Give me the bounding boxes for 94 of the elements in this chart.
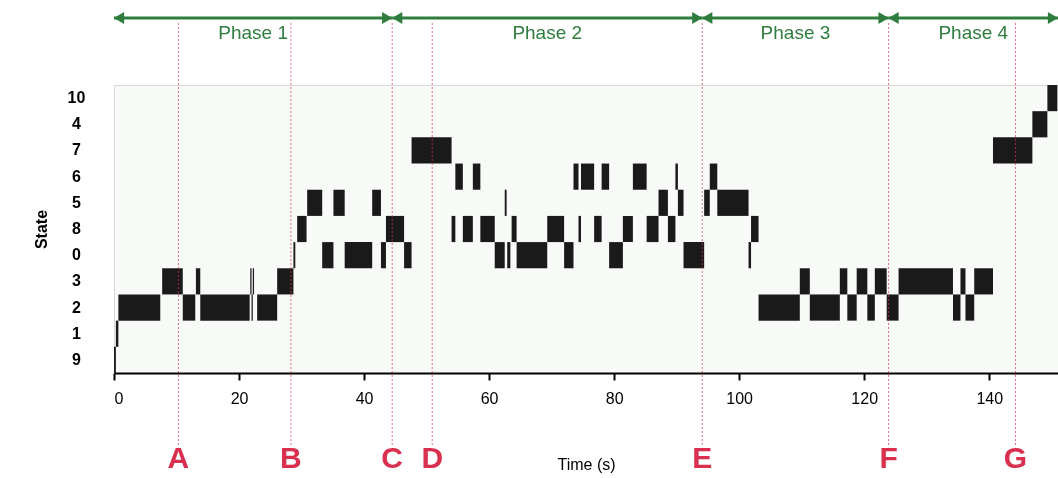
bar	[578, 215, 581, 243]
bar	[404, 242, 412, 269]
x-tick-label: 0	[114, 389, 124, 407]
bar	[411, 137, 452, 164]
x-tick-label: 80	[605, 389, 624, 407]
x-tick-label: 120	[851, 389, 879, 407]
y-tick-label: 10	[67, 89, 86, 107]
bar	[709, 163, 718, 190]
bar	[472, 163, 481, 190]
ref-line-label: D	[421, 441, 444, 474]
bar	[257, 294, 278, 321]
y-tick-label: 2	[72, 298, 82, 316]
y-tick-label: 7	[72, 141, 82, 159]
bar	[809, 294, 840, 321]
bar	[200, 294, 250, 321]
y-tick-label: 5	[72, 193, 82, 211]
bar	[195, 268, 201, 295]
y-axis-title: State	[32, 209, 50, 250]
bar	[182, 294, 196, 321]
bar	[516, 242, 548, 269]
bar	[717, 189, 749, 216]
band-label: Phase 4	[938, 22, 1009, 43]
bar	[564, 242, 574, 269]
bar	[547, 215, 565, 243]
y-tick-label: 9	[72, 350, 82, 368]
bar	[856, 268, 868, 295]
bar	[952, 294, 961, 321]
bar	[480, 215, 495, 243]
ref-line-label: C	[381, 441, 404, 474]
bar	[455, 163, 463, 190]
bar	[960, 268, 966, 295]
bar	[704, 189, 710, 216]
bar	[372, 189, 381, 216]
x-tick-label: 60	[480, 389, 499, 407]
y-tick-label: 6	[72, 167, 82, 185]
bar	[799, 268, 810, 295]
ref-line-label: E	[692, 441, 713, 474]
bar	[874, 268, 887, 295]
bar	[992, 137, 1033, 164]
bar	[162, 268, 183, 295]
bar	[974, 268, 993, 295]
bar	[751, 215, 759, 243]
bar	[333, 189, 345, 216]
y-tick-label: 8	[72, 220, 82, 237]
bar	[118, 294, 161, 321]
bar	[609, 242, 623, 269]
bar	[297, 215, 307, 243]
bar	[494, 242, 505, 269]
bar	[847, 294, 857, 321]
bar	[632, 163, 647, 190]
x-tick-label: 100	[726, 389, 754, 407]
bar	[683, 242, 705, 269]
bar	[601, 163, 610, 190]
ref-line-label: F	[879, 441, 898, 474]
band-label: Phase 3	[760, 22, 831, 43]
bar	[646, 215, 659, 243]
ref-line-label: A	[167, 441, 190, 474]
bar	[322, 242, 334, 269]
y-tick-label: 3	[72, 272, 82, 290]
bar	[867, 294, 875, 321]
bar	[511, 215, 517, 243]
bar	[622, 215, 633, 243]
bar	[667, 215, 676, 243]
bar	[677, 189, 684, 216]
bar	[581, 163, 595, 190]
bar	[758, 294, 800, 321]
y-tick-label: 4	[72, 115, 82, 133]
bar	[385, 215, 405, 243]
bar	[277, 268, 294, 295]
x-tick-label: 20	[230, 389, 249, 407]
ref-line-label: G	[1003, 441, 1028, 474]
bar	[839, 268, 848, 295]
bar	[594, 215, 602, 243]
x-tick-label: 140	[976, 389, 1004, 407]
x-axis-title: Time (s)	[557, 455, 616, 473]
bar	[573, 163, 579, 190]
bar	[1047, 85, 1058, 112]
bar	[462, 215, 473, 243]
band-label: Phase 2	[512, 22, 583, 43]
bar	[380, 242, 386, 269]
bar	[658, 189, 668, 216]
y-tick-label: 1	[72, 324, 82, 342]
bar	[965, 294, 975, 321]
y-tick-label: 0	[72, 246, 82, 264]
bar	[1032, 111, 1048, 138]
bar	[898, 268, 953, 295]
ref-line-label: B	[280, 441, 302, 474]
bar	[886, 294, 899, 321]
band-label: Phase 1	[218, 22, 288, 43]
bar	[344, 242, 373, 269]
bar	[507, 242, 511, 269]
bar	[675, 163, 678, 190]
bar	[307, 189, 323, 216]
x-tick-label: 40	[355, 389, 374, 407]
